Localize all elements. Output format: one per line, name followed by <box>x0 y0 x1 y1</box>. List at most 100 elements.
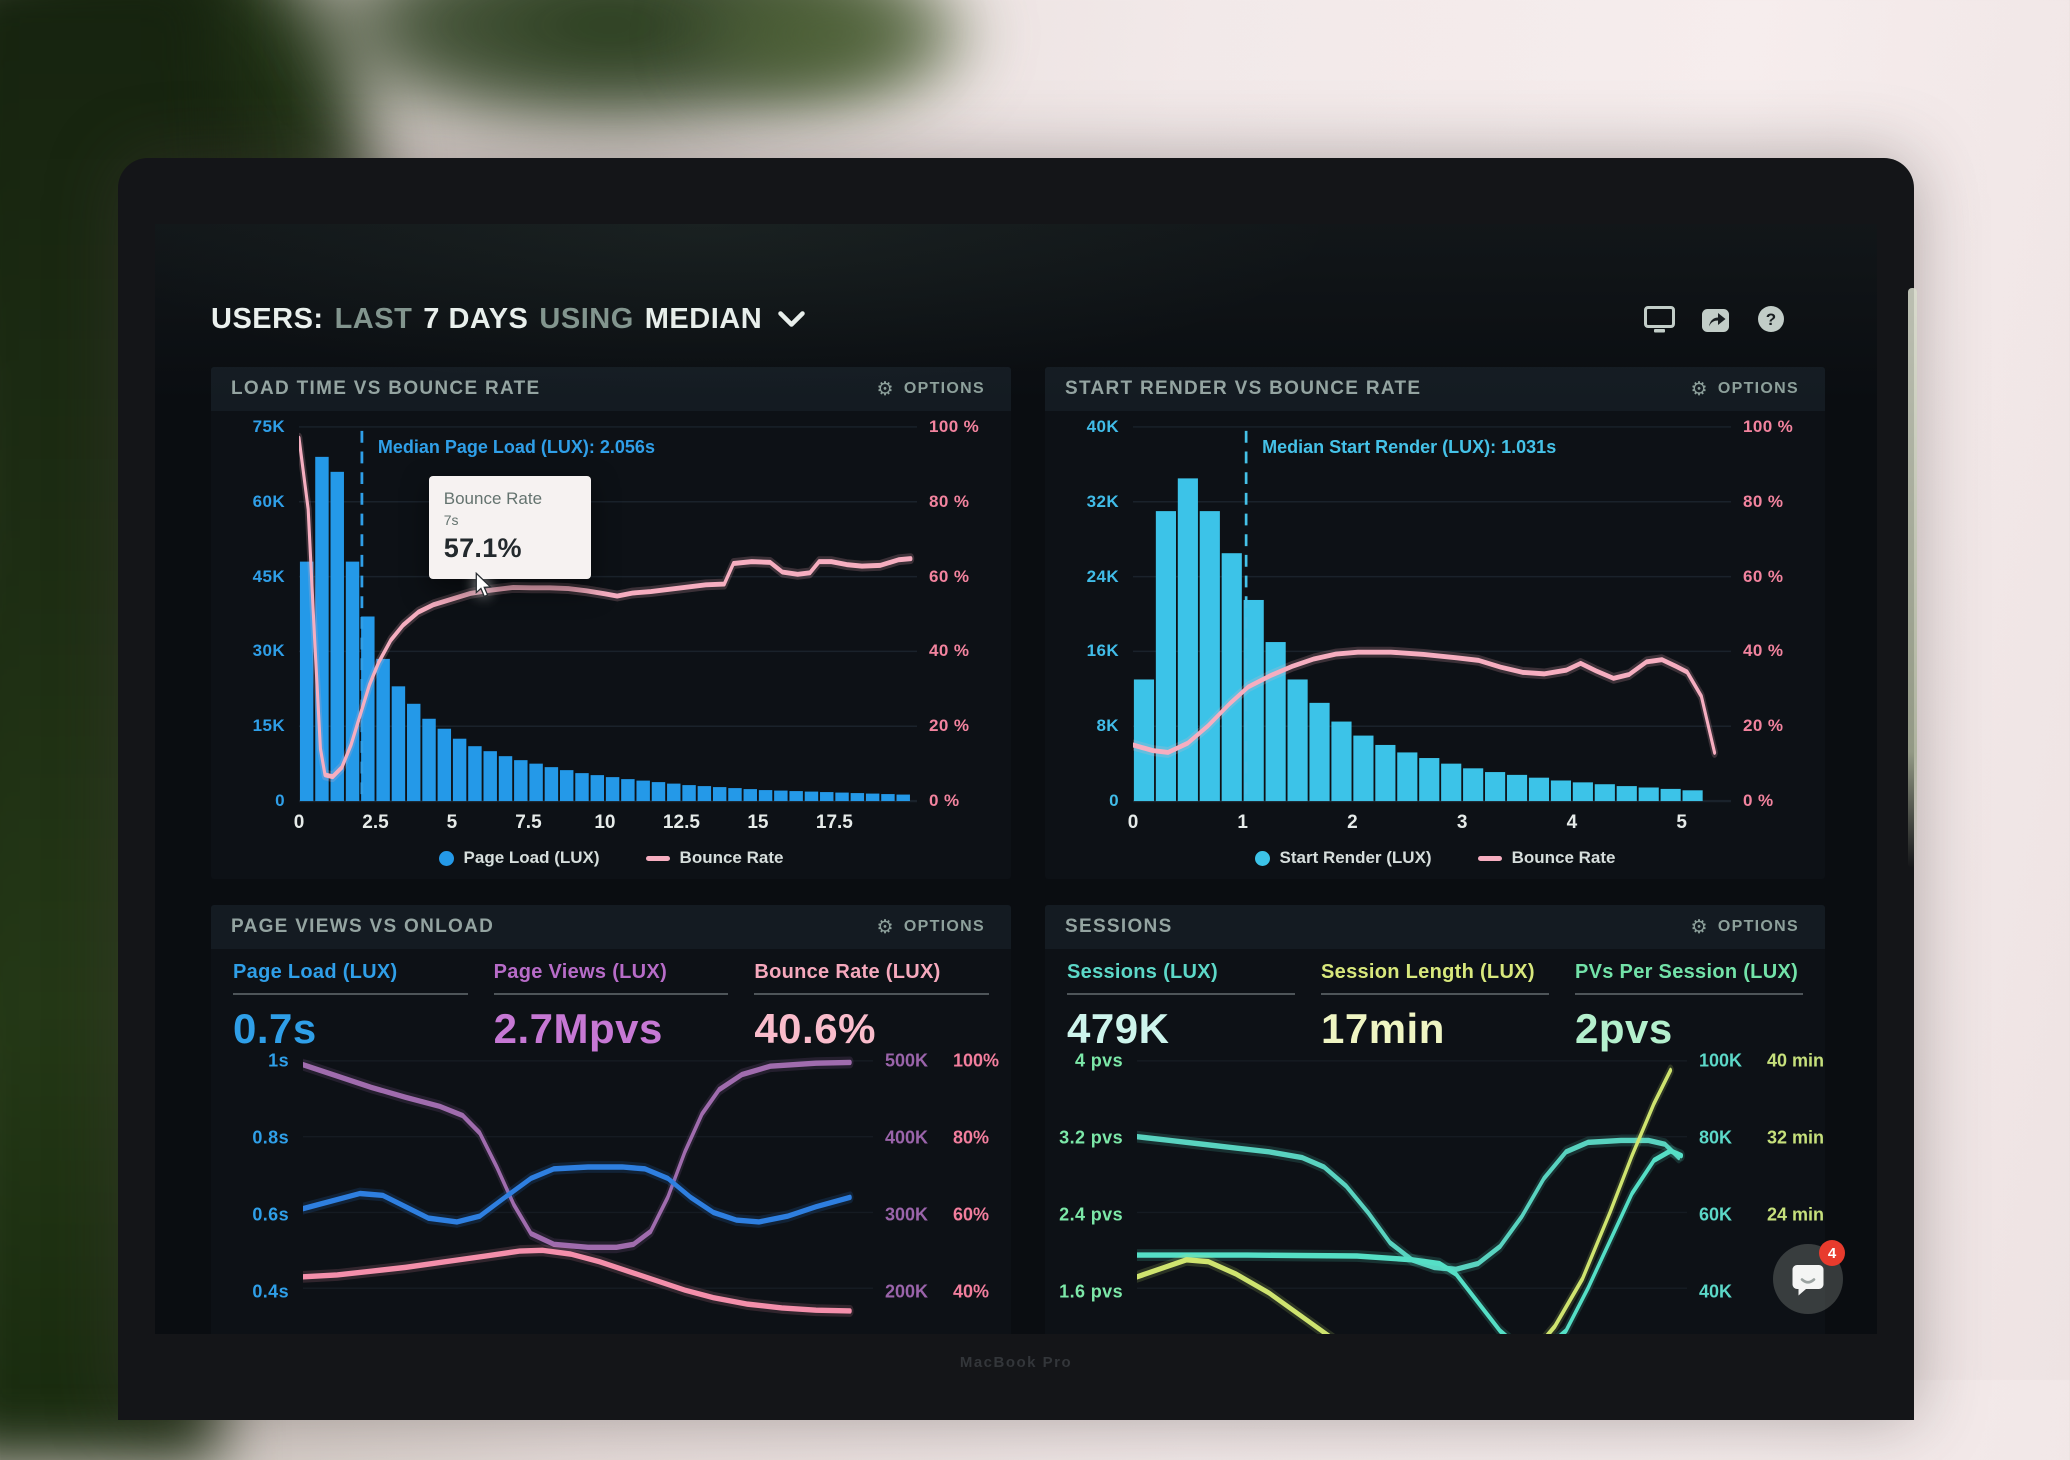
metric: PVs Per Session (LUX) 2pvs <box>1575 961 1803 1055</box>
title-part: USING <box>539 302 634 335</box>
axis-tick-row: 200K 40% <box>885 1282 989 1303</box>
legend-item[interactable]: Bounce Rate <box>645 848 784 868</box>
panel-title: LOAD TIME VS BOUNCE RATE <box>231 378 541 399</box>
plot-load-time[interactable]: Bounce Rate 7s 57.1% Median Page Load (L… <box>299 423 917 805</box>
options-label: OPTIONS <box>903 380 985 397</box>
help-icon[interactable]: ? <box>1757 305 1785 333</box>
options-button[interactable]: ⚙ OPTIONS <box>1685 379 1805 400</box>
dashboard-screen: USERS: LAST 7 DAYS USING MEDIAN <box>155 224 1877 1334</box>
legend-label: Bounce Rate <box>1511 848 1616 867</box>
legend-item[interactable]: Page Load (LUX) <box>438 848 600 868</box>
axis-tick-label: 1 <box>1237 812 1249 833</box>
plot-page-views[interactable] <box>303 1055 873 1334</box>
metric-value: 479K <box>1067 1005 1170 1052</box>
panel-start-render-vs-bounce-rate: START RENDER VS BOUNCE RATE ⚙ OPTIONS 40… <box>1045 367 1825 879</box>
axis-tick-row: 300K 60% <box>885 1205 989 1226</box>
metric: Page Load (LUX) 0.7s <box>233 961 468 1055</box>
axis-tick-label: 10 <box>594 812 616 833</box>
legend-item[interactable]: Bounce Rate <box>1477 848 1616 868</box>
x-axis: 0 1 2 3 4 5 <box>1128 805 1731 839</box>
y-axis-right: 100K 40 min 80K 32 min 60K 24 min 40K <box>1687 1051 1824 1334</box>
panel-header: START RENDER VS BOUNCE RATE ⚙ OPTIONS <box>1045 367 1825 411</box>
metrics-row: Page Load (LUX) 0.7s Page Views (LUX) 2.7Mp… <box>211 949 1011 1055</box>
header-icons: ? <box>1644 305 1785 333</box>
axis-tick-label: 24K <box>1086 566 1119 586</box>
axis-tick-label: 4 pvs <box>1074 1050 1123 1071</box>
legend-dot-swatch <box>438 850 454 866</box>
axis-tick-label: 400K <box>885 1127 929 1148</box>
axis-tick-label: 100 % <box>1743 416 1794 436</box>
metric: Sessions (LUX) 479K <box>1067 961 1295 1055</box>
chat-unread-badge: 4 <box>1819 1240 1845 1266</box>
metrics-row: Sessions (LUX) 479K Session Length (LUX) 17… <box>1045 949 1825 1055</box>
panel-header: LOAD TIME VS BOUNCE RATE ⚙ OPTIONS <box>211 367 1011 411</box>
title-part: 7 DAYS <box>423 302 529 335</box>
svg-text:?: ? <box>1766 310 1776 329</box>
users-median-dropdown[interactable]: USERS: LAST 7 DAYS USING MEDIAN <box>211 303 805 336</box>
legend-item[interactable]: Start Render (LUX) <box>1254 848 1432 868</box>
dashboard-header: USERS: LAST 7 DAYS USING MEDIAN <box>211 294 1825 344</box>
metric-value: 0.7s <box>233 1005 317 1052</box>
options-button[interactable]: ⚙ OPTIONS <box>1685 917 1805 938</box>
gear-icon: ⚙ <box>876 377 895 400</box>
legend-line-swatch <box>645 855 670 861</box>
page-title: USERS: LAST 7 DAYS USING MEDIAN <box>211 303 762 336</box>
axis-tick-label: 80% <box>953 1127 990 1148</box>
y-axis-right: 100 % 80 % 60 % 40 % 20 % 0 % <box>1731 417 1817 810</box>
axis-tick-label: 2.5 <box>362 812 389 833</box>
metric-label: PVs Per Session (LUX) <box>1575 961 1799 983</box>
y-axis-left: 40K 32K 24K 16K 8K 0 <box>1053 417 1133 810</box>
panel-sessions: SESSIONS ⚙ OPTIONS Sessions (LUX) 479K Ses… <box>1045 905 1825 1334</box>
metric: Session Length (LUX) 17min <box>1321 961 1549 1055</box>
metric: Bounce Rate (LUX) 40.6% <box>754 961 989 1055</box>
title-part: MEDIAN <box>644 302 763 335</box>
options-button[interactable]: ⚙ OPTIONS <box>871 379 991 400</box>
chat-launcher[interactable]: 4 <box>1773 1240 1845 1314</box>
chart-area: 1s 0.8s 0.6s 0.4s 500K 100% 400K 80% 300K 60% 200… <box>211 1051 1011 1334</box>
axis-tick-row: 100K 40 min <box>1699 1051 1824 1072</box>
axis-tick-label: 20 % <box>929 716 970 736</box>
mouse-cursor <box>475 571 493 598</box>
axis-tick-label: 30K <box>252 641 285 661</box>
panel-load-time-vs-bounce-rate: LOAD TIME VS BOUNCE RATE ⚙ OPTIONS 75K 60… <box>211 367 1011 879</box>
metric-value: 2pvs <box>1575 1005 1673 1052</box>
axis-tick-label: 100 % <box>929 416 980 436</box>
legend-label: Bounce Rate <box>679 848 784 867</box>
metric-label: Bounce Rate (LUX) <box>754 961 941 983</box>
chart-tooltip: Bounce Rate 7s 57.1% <box>428 476 591 580</box>
chevron-down-icon <box>778 310 805 327</box>
axis-tick-label: 200K <box>885 1281 929 1302</box>
axis-tick-label: 300K <box>885 1204 929 1225</box>
axis-tick-label: 60 % <box>1743 566 1784 586</box>
gear-icon: ⚙ <box>1690 915 1709 938</box>
metric-value: 17min <box>1321 1005 1445 1052</box>
title-part: LAST <box>334 302 413 335</box>
options-button[interactable]: ⚙ OPTIONS <box>871 917 991 938</box>
axis-tick-label: 500K <box>885 1050 929 1071</box>
x-axis: 0 2.5 5 7.5 10 12.5 15 17.5 <box>294 805 917 839</box>
tooltip-value: 57.1% <box>443 533 522 564</box>
axis-tick-label: 0.8s <box>252 1127 289 1148</box>
panel-title: SESSIONS <box>1065 916 1173 937</box>
metric-label: Page Load (LUX) <box>233 961 398 983</box>
axis-tick-label: 40% <box>953 1281 990 1302</box>
axis-tick-label: 5 <box>1676 812 1687 833</box>
laptop: USERS: LAST 7 DAYS USING MEDIAN <box>118 158 1917 1420</box>
plot-start-render[interactable]: Median Start Render (LUX): 1.031s <box>1133 423 1731 805</box>
metric: Page Views (LUX) 2.7Mpvs <box>493 961 729 1055</box>
legend-dot-swatch <box>1254 850 1270 866</box>
median-annotation: Median Page Load (LUX): 2.056s <box>377 437 655 457</box>
plot-sessions[interactable] <box>1137 1055 1687 1334</box>
axis-tick-label: 0 % <box>1743 791 1774 811</box>
axis-tick-label: 16K <box>1086 641 1119 661</box>
laptop-edge-highlight <box>1908 288 1917 868</box>
display-icon[interactable] <box>1644 305 1675 333</box>
axis-tick-label: 2.4 pvs <box>1059 1204 1123 1225</box>
share-icon[interactable] <box>1701 306 1731 333</box>
axis-tick-label: 0 % <box>929 791 960 811</box>
axis-tick-label: 0 <box>1127 812 1139 833</box>
metric-divider <box>1575 993 1803 995</box>
axis-tick-label: 80 % <box>929 491 970 511</box>
axis-tick-row: 80K 32 min <box>1699 1128 1824 1149</box>
axis-tick-label: 15K <box>252 716 285 736</box>
